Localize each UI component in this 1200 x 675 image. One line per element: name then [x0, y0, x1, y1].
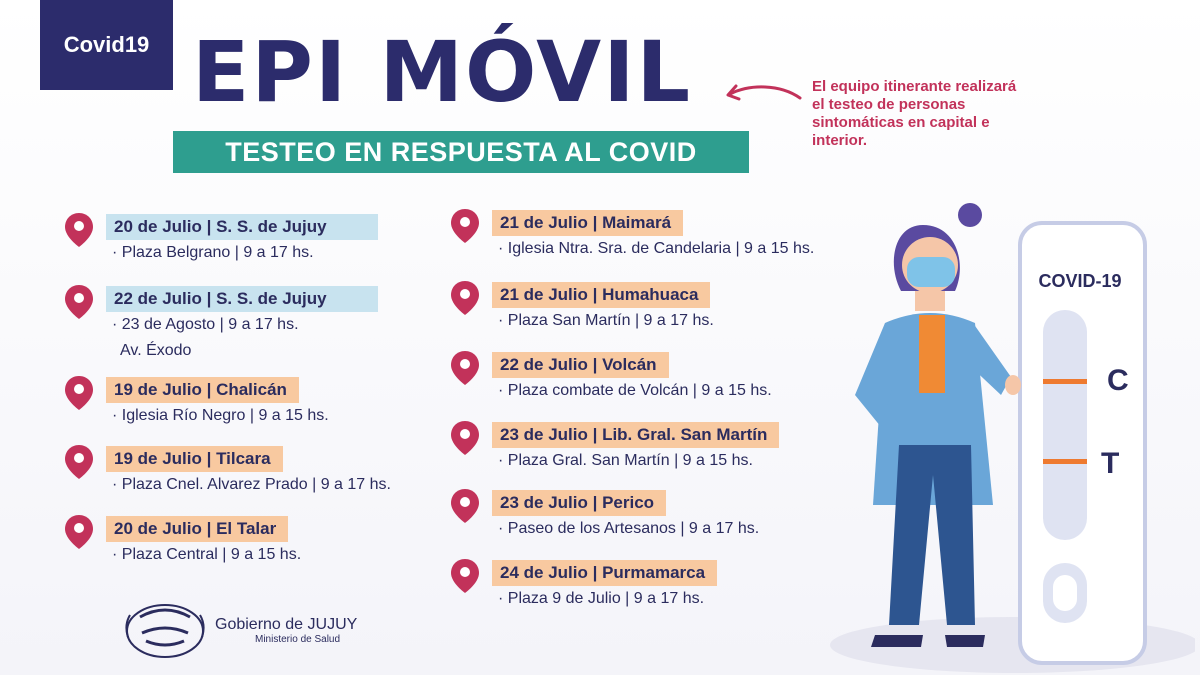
location-pin-icon	[451, 281, 479, 315]
entry-date-location: 21 de Julio | Maimará	[492, 210, 684, 236]
entry-detail: · Plaza combate de Volcán | 9 a 15 hs.	[498, 382, 772, 399]
entry-date-location: 19 de Julio | Chalicán	[106, 377, 299, 403]
entry-date-location: 22 de Julio | Volcán	[492, 352, 669, 378]
test-card-t-label: T	[1101, 447, 1119, 480]
entry-date-location: 19 de Julio | Tilcara	[106, 446, 283, 472]
location-pin-icon	[65, 213, 93, 247]
entry-detail: · Iglesia Ntra. Sra. de Candelaria | 9 a…	[498, 240, 815, 257]
location-pin-icon	[451, 489, 479, 523]
footer-logo-text: Gobierno de JUJUY Ministerio de Salud	[215, 616, 357, 645]
entry-detail: · Paseo de los Artesanos | 9 a 17 hs.	[498, 520, 760, 537]
badge-text: Covid19	[63, 32, 150, 57]
entry-detail: · Plaza Gral. San Martín | 9 a 15 hs.	[498, 452, 753, 469]
entry-detail: · Iglesia Río Negro | 9 a 15 hs.	[112, 407, 329, 424]
location-pin-icon	[451, 421, 479, 455]
entry-date-location: 23 de Julio | Lib. Gral. San Martín	[492, 422, 780, 448]
subtitle-bar: TESTEO EN RESPUESTA AL COVID	[173, 131, 749, 173]
entry-date-location: 20 de Julio | S. S. de Jujuy	[106, 214, 378, 240]
government-seal-icon	[125, 604, 205, 658]
test-card-icon	[1018, 221, 1147, 665]
test-card-c-label: C	[1107, 364, 1129, 397]
location-pin-icon	[451, 209, 479, 243]
entry-detail-secondary: Av. Éxodo	[120, 342, 192, 359]
entry-detail: · 23 de Agosto | 9 a 17 hs.	[112, 316, 299, 333]
info-note: El equipo itinerante realizará el testeo…	[812, 78, 1017, 149]
location-pin-icon	[451, 559, 479, 593]
location-pin-icon	[65, 515, 93, 549]
entry-date-location: 21 de Julio | Humahuaca	[492, 282, 711, 308]
health-worker-illustration: COVID-19 C T	[830, 203, 1195, 673]
location-pin-icon	[65, 376, 93, 410]
location-pin-icon	[451, 351, 479, 385]
person-figure	[855, 203, 1021, 647]
subtitle-text: TESTEO EN RESPUESTA AL COVID	[225, 136, 697, 167]
location-pin-icon	[65, 445, 93, 479]
entry-date-location: 23 de Julio | Perico	[492, 490, 667, 516]
entry-detail: · Plaza Cnel. Alvarez Prado | 9 a 17 hs.	[112, 476, 391, 493]
page-title: EPI MÓVIL	[192, 23, 692, 121]
ministry-name: Ministerio de Salud	[255, 634, 341, 645]
arrow-left-icon	[726, 84, 802, 101]
entry-date-location: 24 de Julio | Purmamarca	[492, 560, 718, 586]
test-card-title: COVID-19	[1038, 271, 1121, 291]
entry-detail: · Plaza Belgrano | 9 a 17 hs.	[112, 244, 314, 261]
entry-detail: · Plaza 9 de Julio | 9 a 17 hs.	[498, 590, 705, 607]
entry-detail: · Plaza Central | 9 a 15 hs.	[112, 546, 302, 563]
entry-date-location: 22 de Julio | S. S. de Jujuy	[106, 286, 378, 312]
covid19-badge: Covid19	[40, 0, 173, 90]
entry-detail: · Plaza San Martín | 9 a 17 hs.	[498, 312, 714, 329]
location-pin-icon	[65, 285, 93, 319]
org-name: Gobierno de JUJUY	[215, 616, 358, 633]
entry-date-location: 20 de Julio | El Talar	[106, 516, 289, 542]
